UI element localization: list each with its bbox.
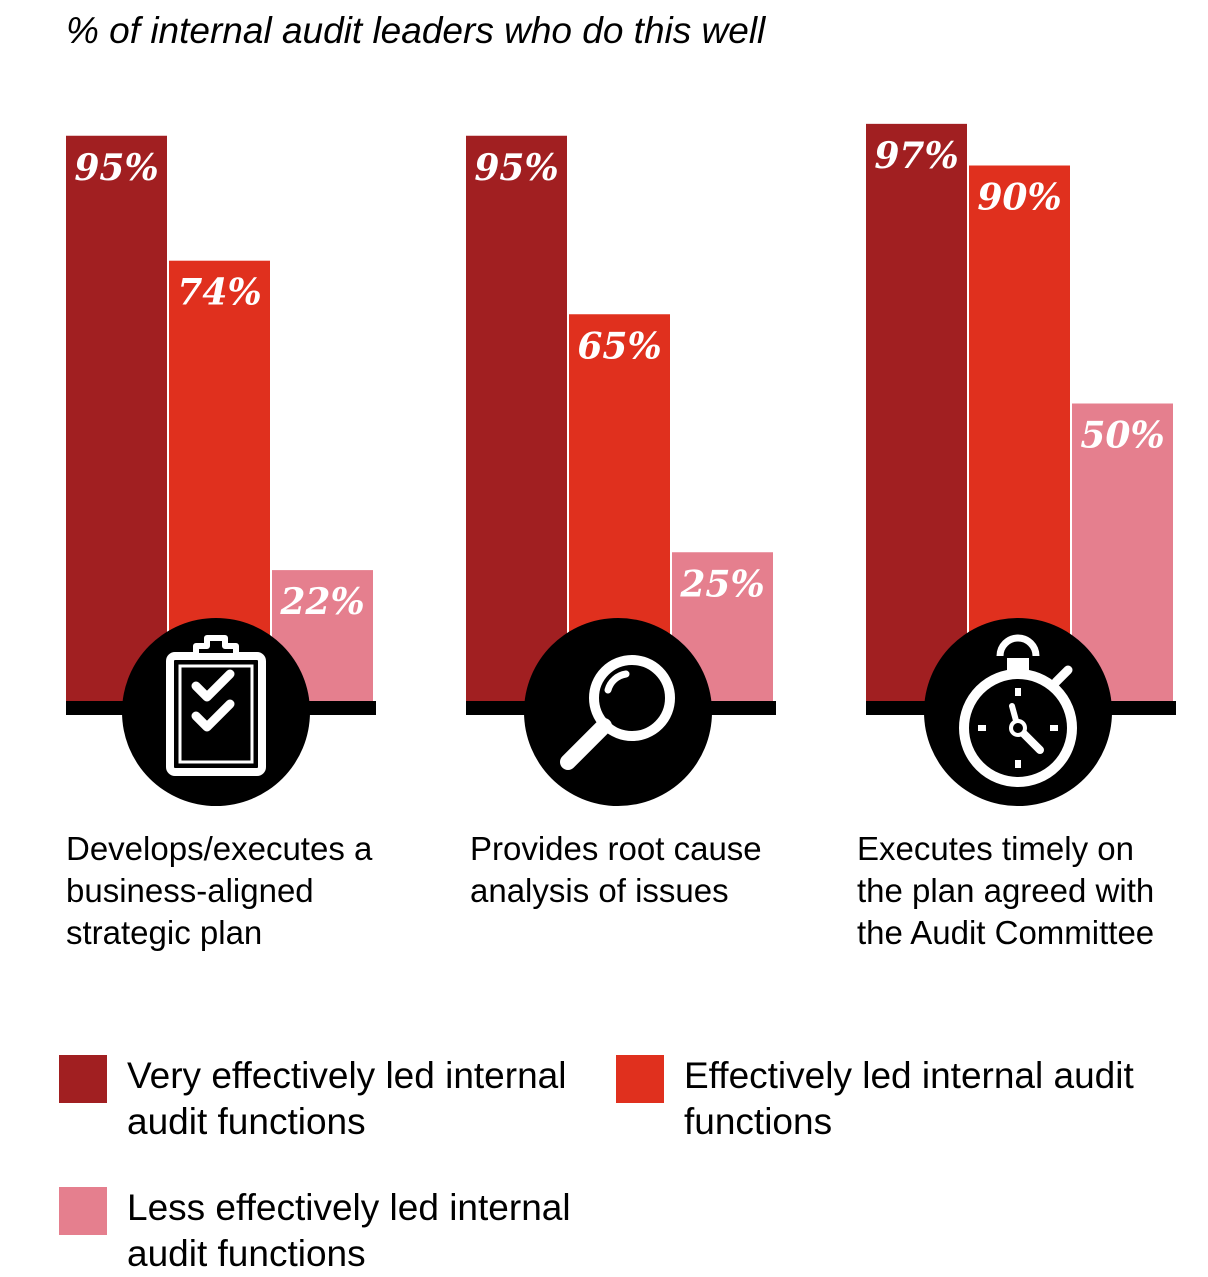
value-label-effective-1: 74% <box>177 272 261 314</box>
legend-swatch-effective <box>616 1055 664 1103</box>
stopwatch-icon <box>924 618 1112 806</box>
legend-label-effective: Effectively led internal audit functions <box>684 1055 1134 1142</box>
bar-chart: 95% 74% 22% 95% 65% 25% 97% 90% 50% <box>66 123 1176 806</box>
value-label-less-effective-2: 25% <box>679 563 764 605</box>
value-label-very-effective-3: 97% <box>874 135 958 177</box>
chart-title: % of internal audit leaders who do this … <box>66 10 766 51</box>
bar-very-effective-2 <box>466 135 567 701</box>
value-label-very-effective-2: 95% <box>474 147 558 189</box>
legend-swatch-very-effective <box>59 1055 107 1103</box>
bar-effective-3 <box>969 165 1070 701</box>
value-label-effective-3: 90% <box>977 177 1061 219</box>
category-caption-1: Develops/executes a business-aligned str… <box>66 830 373 951</box>
value-label-less-effective-3: 50% <box>1080 415 1164 457</box>
legend-item-less-effective: Less effectively led internal audit func… <box>59 1185 587 1277</box>
bar-very-effective-3 <box>866 123 967 702</box>
value-label-very-effective-1: 95% <box>74 147 158 189</box>
bar-very-effective-1 <box>66 135 167 701</box>
legend-item-very-effective: Very effectively led internal audit func… <box>59 1053 587 1145</box>
value-label-effective-2: 65% <box>577 325 661 367</box>
legend-label-less-effective: Less effectively led internal audit func… <box>127 1187 571 1274</box>
clipboard-check-icon <box>122 618 310 806</box>
legend-swatch-less-effective <box>59 1187 107 1235</box>
category-caption-2: Provides root cause analysis of issues <box>470 830 762 909</box>
category-caption-3: Executes timely on the plan agreed with … <box>857 830 1155 951</box>
legend-label-very-effective: Very effectively led internal audit func… <box>127 1055 567 1142</box>
value-label-less-effective-1: 22% <box>279 581 364 623</box>
magnifier-icon <box>524 618 712 806</box>
legend-item-effective: Effectively led internal audit functions <box>616 1053 1144 1145</box>
